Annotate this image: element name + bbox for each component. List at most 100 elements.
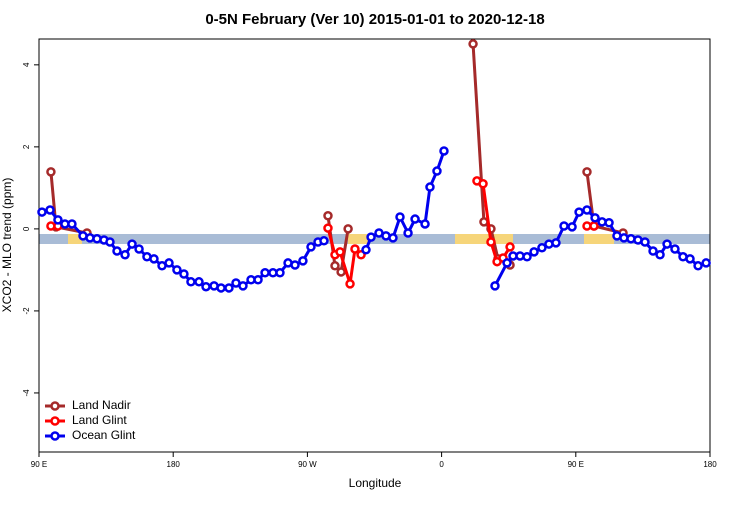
data-point [468,39,478,49]
data-point [323,211,333,221]
data-point [319,236,329,246]
data-point [551,238,561,248]
data-point [388,233,398,243]
data-point [425,182,435,192]
x-axis-label: Longitude [349,476,402,490]
data-point [701,258,711,268]
data-point [574,207,584,217]
data-point [149,254,159,264]
data-point [685,254,695,264]
data-point [350,244,360,254]
legend-label: Land Nadir [72,398,131,412]
data-point [216,283,226,293]
data-point [172,265,182,275]
data-point [567,222,577,232]
y-axis-label: XCO2 - MLO trend (ppm) [0,178,14,313]
legend-marker [50,401,60,411]
data-point [201,281,211,292]
data-point [224,283,234,293]
data-point [490,281,500,291]
data-point [323,223,333,233]
data-point [505,242,515,252]
data-point [582,205,592,215]
x-tick-label: 90 E [31,460,47,469]
land-segment [68,234,82,244]
data-point [336,267,346,277]
data-point [53,215,63,225]
data-point [306,242,316,252]
x-tick-label: 90 E [568,460,584,469]
chart-title: 0-5N February (Ver 10) 2015-01-01 to 202… [205,11,544,28]
y-tick-label: -2 [22,307,31,315]
data-point [590,213,600,223]
data-point [275,268,285,278]
data-point [335,247,345,257]
data-point [670,244,680,254]
data-point [559,221,569,231]
legend-label: Land Glint [72,413,127,427]
data-point [298,256,308,266]
data-point [127,239,137,249]
data-point [693,261,703,271]
legend-marker [50,416,60,426]
data-point [345,279,355,289]
legend-label: Ocean Glint [72,428,136,442]
data-point [648,246,658,256]
data-point [343,224,353,234]
data-point [164,258,174,268]
data-point [194,277,204,287]
data-point [46,167,56,177]
data-point [238,281,248,291]
x-tick-label: 180 [167,460,181,469]
data-point [260,268,270,278]
data-point [439,146,449,156]
data-point [361,245,371,255]
data-point [410,214,420,224]
data-point [134,244,144,254]
data-point [45,205,55,215]
data-point [420,219,430,229]
data-point [120,249,130,260]
legend-marker [50,431,60,441]
data-point [432,166,442,176]
data-point [662,239,672,249]
data-point [478,179,488,189]
data-point [366,232,376,242]
data-point [403,228,413,238]
data-point [253,274,263,285]
data-point [522,252,532,262]
data-point [655,249,665,260]
y-tick-label: 2 [22,144,31,149]
data-point [179,269,189,279]
y-tick-label: 4 [22,62,31,67]
land-segments [68,234,614,244]
data-point [537,243,547,253]
data-point [105,237,115,247]
y-tick-label: 0 [22,226,31,231]
data-point [395,212,405,222]
data-point [290,260,300,270]
data-point [486,237,496,247]
data-point [67,219,77,229]
land-segment [455,234,513,244]
land-segment [584,234,614,244]
land-segment [348,234,368,244]
data-point [640,237,650,247]
x-tick-label: 180 [703,460,717,469]
x-tick-label: 90 W [298,460,317,469]
x-tick-label: 0 [439,460,444,469]
data-point [604,217,614,228]
data-point [589,221,599,231]
data-point [37,207,47,217]
data-point [186,277,196,287]
y-tick-label: -4 [22,389,31,397]
data-point [330,261,340,271]
data-point [112,246,122,256]
data-point [529,247,539,257]
data-point [582,167,592,177]
data-point [502,258,512,268]
plot-frame [38,38,711,453]
